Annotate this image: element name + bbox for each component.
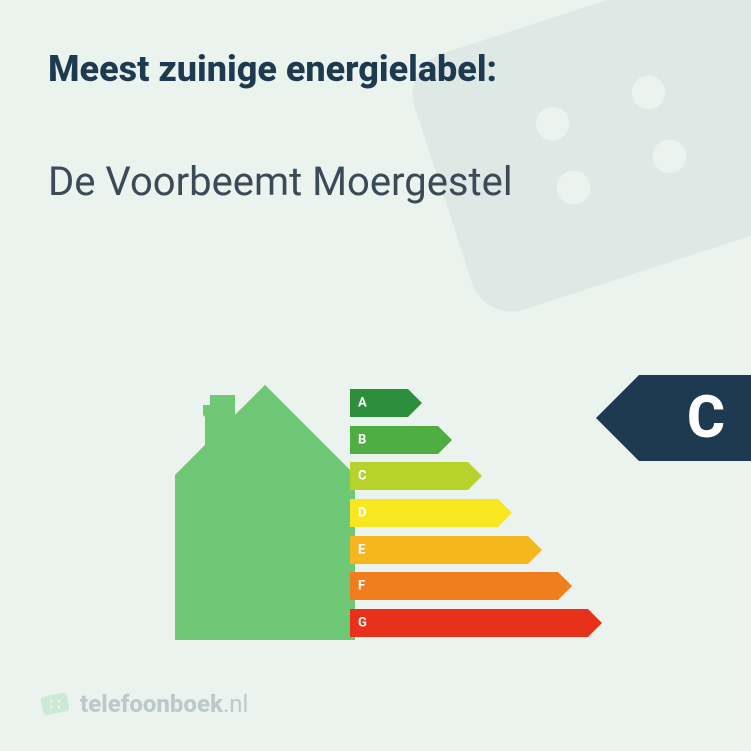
selected-rating-badge: C	[639, 375, 751, 461]
page-title: Meest zuinige energielabel:	[48, 48, 497, 90]
energy-bar-d: D	[350, 499, 588, 527]
telefoonboek-logo-icon	[40, 689, 70, 719]
energy-label-graphic: A B C D E F G	[175, 385, 595, 645]
energy-bar-label: E	[358, 542, 365, 557]
energy-bar-a: A	[350, 389, 588, 417]
footer-brand: telefoonboek.nl	[40, 689, 248, 719]
energy-bar-label: G	[358, 615, 367, 630]
energy-bar-g: G	[350, 609, 588, 637]
energy-bar-label: C	[358, 469, 367, 484]
brand-text: telefoonboek.nl	[80, 690, 248, 718]
energy-bar-label: A	[358, 396, 367, 411]
energy-bars: A B C D E F G	[350, 389, 588, 637]
energy-bar-label: D	[358, 505, 366, 520]
energy-bar-e: E	[350, 536, 588, 564]
energy-bar-label: F	[358, 579, 365, 594]
energy-bar-f: F	[350, 572, 588, 600]
brand-thin: .nl	[223, 690, 248, 718]
energy-bar-c: C	[350, 462, 588, 490]
energy-bar-b: B	[350, 426, 588, 454]
location-subtitle: De Voorbeemt Moergestel	[48, 158, 513, 205]
selected-rating-letter: C	[687, 389, 725, 447]
energy-bar-label: B	[358, 432, 366, 447]
brand-bold: telefoonboek	[80, 690, 223, 718]
house-shape-icon	[175, 385, 355, 640]
